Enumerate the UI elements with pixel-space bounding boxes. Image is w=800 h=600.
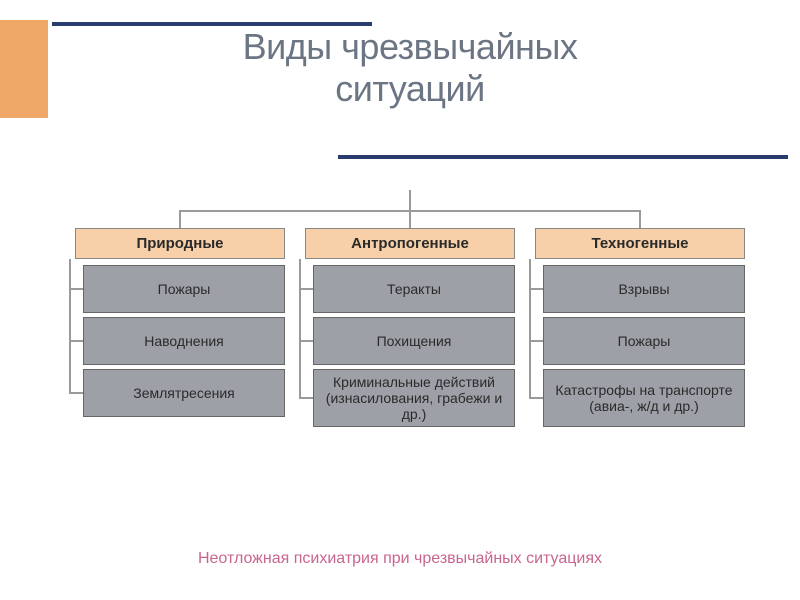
- connector-root: [409, 190, 411, 210]
- item-label: Пожары: [158, 281, 211, 297]
- footer-text: Неотложная психиатрия при чрезвычайных с…: [0, 550, 800, 568]
- item-row: Пожары: [535, 317, 745, 365]
- column-natural: Природные Пожары Наводнения: [75, 210, 285, 431]
- item-row: Катастрофы на транспорте (авиа-, ж/д и д…: [535, 369, 745, 427]
- item-box: Похищения: [313, 317, 515, 365]
- item-label: Пожары: [618, 333, 671, 349]
- item-label: Криминальные действий (изнасилования, гр…: [318, 374, 510, 422]
- category-box: Природные: [75, 228, 285, 259]
- item-label: Наводнения: [144, 333, 223, 349]
- connector-tick: [529, 288, 543, 290]
- category-box: Техногенные: [535, 228, 745, 259]
- item-row: Похищения: [305, 317, 515, 365]
- connector-tick: [69, 340, 83, 342]
- item-box: Наводнения: [83, 317, 285, 365]
- item-label: Похищения: [377, 333, 452, 349]
- footer-label: Неотложная психиатрия при чрезвычайных с…: [198, 550, 602, 567]
- connector-vbar: [529, 259, 531, 398]
- item-row: Взрывы: [535, 265, 745, 313]
- connector-tick: [299, 288, 313, 290]
- connector-stub: [409, 210, 411, 228]
- connector-vbar: [299, 259, 301, 398]
- item-area: Пожары Наводнения Землятресения: [75, 265, 285, 417]
- category-label: Природные: [136, 235, 223, 252]
- item-area: Взрывы Пожары Катастрофы на транспорте (…: [535, 265, 745, 427]
- bottom-rule: [338, 155, 788, 159]
- accent-block: [0, 20, 48, 118]
- item-row: Землятресения: [75, 369, 285, 417]
- connector-tick: [299, 340, 313, 342]
- item-label: Катастрофы на транспорте (авиа-, ж/д и д…: [548, 382, 740, 414]
- category-label: Антропогенные: [351, 235, 469, 252]
- connector-tick: [529, 340, 543, 342]
- category-box: Антропогенные: [305, 228, 515, 259]
- item-box: Катастрофы на транспорте (авиа-, ж/д и д…: [543, 369, 745, 427]
- item-box: Пожары: [83, 265, 285, 313]
- item-box: Пожары: [543, 317, 745, 365]
- item-box: Криминальные действий (изнасилования, гр…: [313, 369, 515, 427]
- item-label: Теракты: [387, 281, 441, 297]
- connector-stub: [639, 210, 641, 228]
- item-label: Землятресения: [133, 385, 235, 401]
- connector-tick: [529, 397, 543, 399]
- category-label: Техногенные: [592, 235, 689, 252]
- item-box: Теракты: [313, 265, 515, 313]
- item-row: Теракты: [305, 265, 515, 313]
- item-box: Землятресения: [83, 369, 285, 417]
- column-technogenic: Техногенные Взрывы Пожары: [535, 210, 745, 431]
- columns: Природные Пожары Наводнения: [75, 210, 745, 431]
- item-row: Пожары: [75, 265, 285, 313]
- connector-stub: [179, 210, 181, 228]
- item-row: Криминальные действий (изнасилования, гр…: [305, 369, 515, 427]
- item-area: Теракты Похищения Криминальные действий …: [305, 265, 515, 427]
- connector-tick: [69, 392, 83, 394]
- slide-title: Виды чрезвычайных ситуаций: [150, 26, 670, 110]
- title-line-1: Виды чрезвычайных: [150, 26, 670, 68]
- item-label: Взрывы: [618, 281, 669, 297]
- title-line-2: ситуаций: [150, 68, 670, 110]
- connector-tick: [69, 288, 83, 290]
- item-row: Наводнения: [75, 317, 285, 365]
- item-box: Взрывы: [543, 265, 745, 313]
- column-anthropogenic: Антропогенные Теракты Похищения: [305, 210, 515, 431]
- connector-tick: [299, 397, 313, 399]
- connector-vbar: [69, 259, 71, 393]
